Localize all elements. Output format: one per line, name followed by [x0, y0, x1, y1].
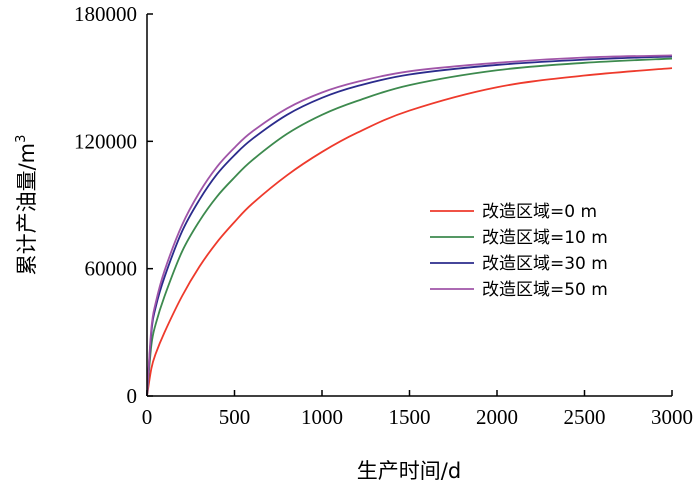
legend-label-3: 改造区域=50 m [482, 280, 608, 300]
legend: 改造区域=0 m 改造区域=10 m 改造区域=30 m 改造区域=50 m [430, 202, 608, 300]
y-tick-label: 180000 [74, 2, 137, 26]
y-axis-title-superscript: 3 [14, 135, 29, 143]
y-axis-title-text: 累计产油量/m [15, 143, 39, 276]
x-axis-title: 生产时间/d [357, 459, 461, 483]
series-line-0 [146, 67, 673, 397]
x-tick-label: 1500 [389, 405, 431, 429]
y-tick-label: 120000 [74, 129, 137, 153]
y-tick-label: 0 [127, 384, 138, 408]
x-tick-label: 2000 [476, 405, 518, 429]
legend-label-0: 改造区域=0 m [482, 202, 597, 222]
series-line-2 [146, 55, 673, 397]
series-line-3 [146, 54, 673, 397]
x-tick-label: 500 [219, 405, 251, 429]
series-layer [146, 54, 673, 397]
x-tick-label: 3000 [651, 405, 693, 429]
x-tick-label: 0 [142, 405, 153, 429]
x-tick-label: 1000 [301, 405, 343, 429]
y-tick-label: 60000 [85, 257, 138, 281]
x-ticks: 0 500 1000 1500 2000 2500 3000 [142, 390, 693, 429]
legend-label-2: 改造区域=30 m [482, 254, 608, 274]
y-ticks: 0 60000 120000 180000 [74, 2, 153, 408]
legend-label-1: 改造区域=10 m [482, 228, 608, 248]
y-axis-title: 累计产油量/m3 [14, 135, 39, 276]
x-tick-label: 2500 [564, 405, 606, 429]
series-line-1 [146, 57, 673, 397]
